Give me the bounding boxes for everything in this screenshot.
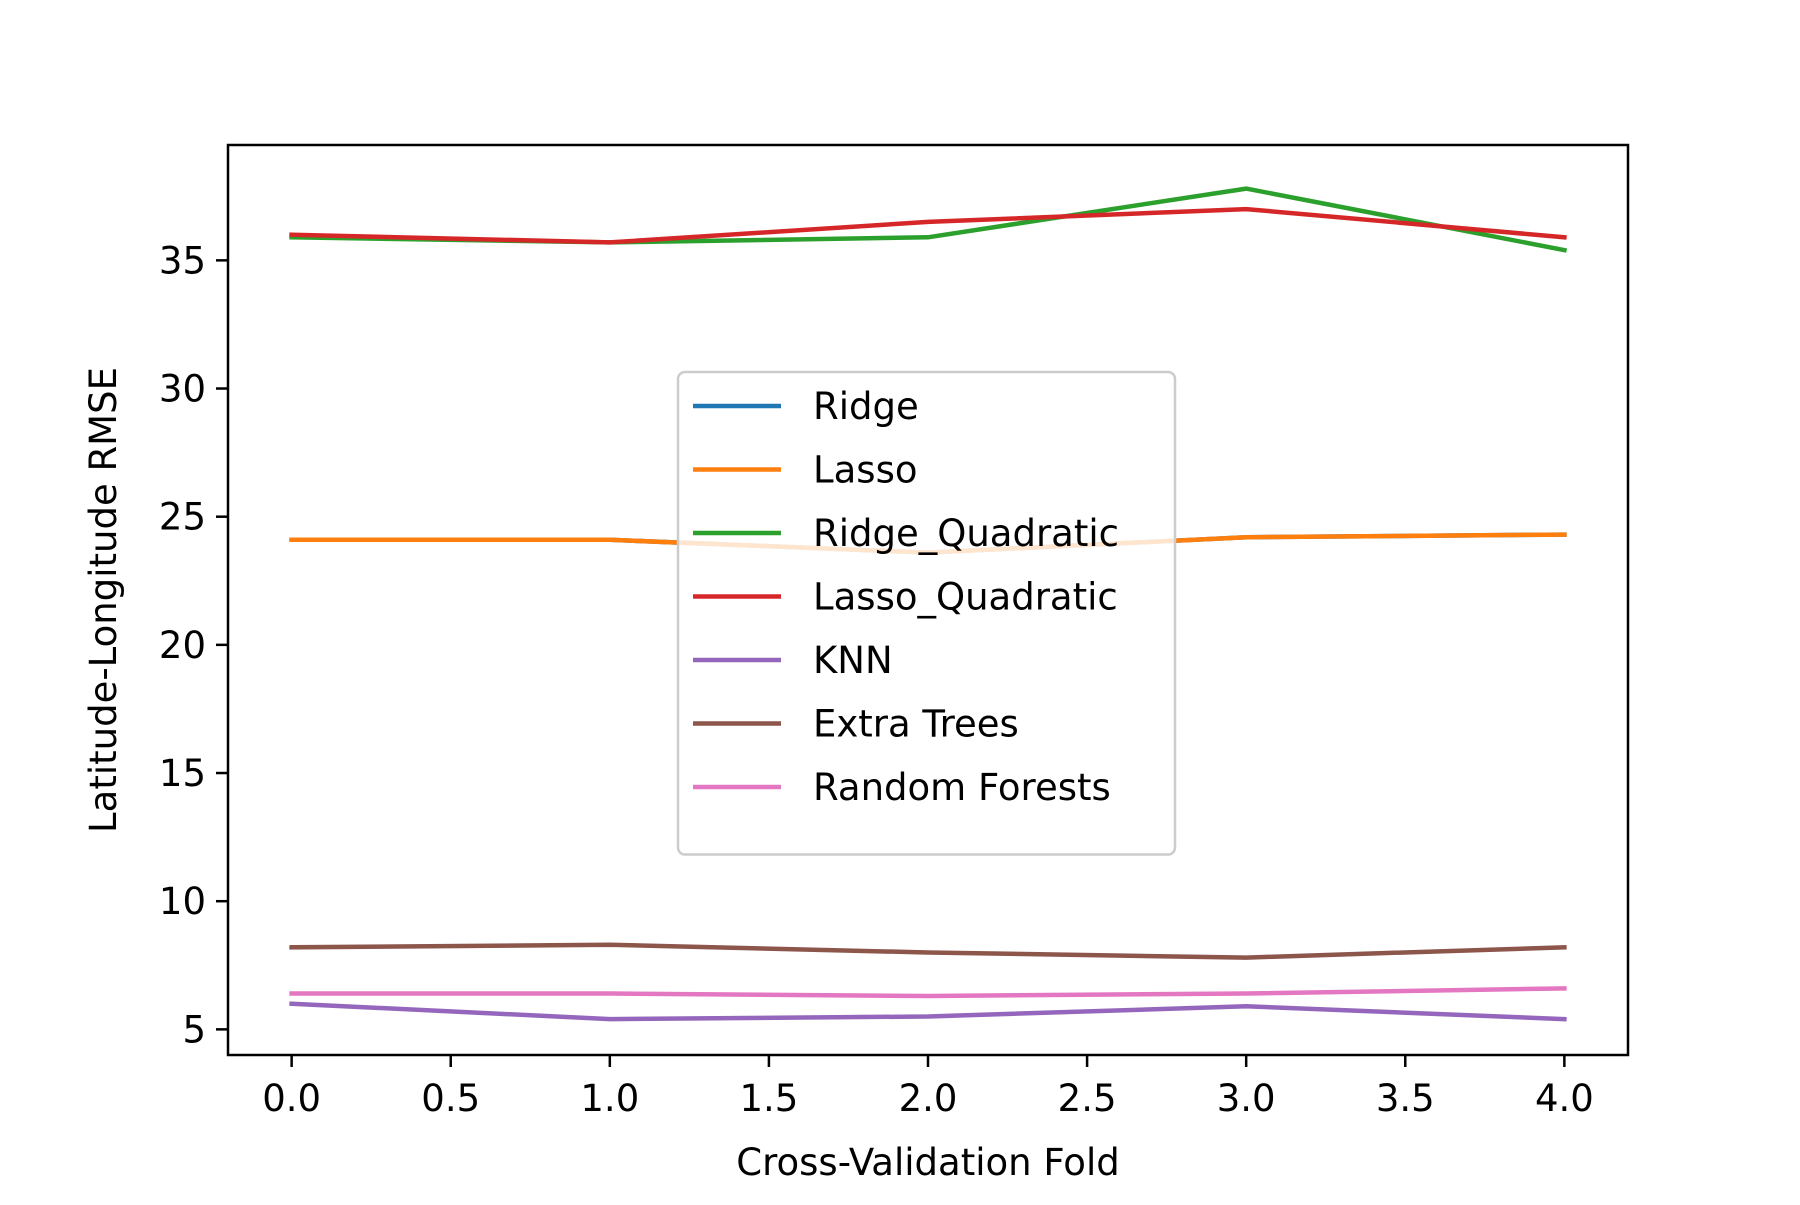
x-tick-label: 3.0	[1217, 1077, 1276, 1120]
series-line-extra-trees	[289, 942, 1567, 960]
x-tick-label: 2.5	[1058, 1077, 1117, 1120]
legend-label-ridge: Ridge	[813, 385, 919, 428]
y-axis-label: Latitude-Longitude RMSE	[82, 367, 125, 833]
x-tick-label: 0.5	[421, 1077, 480, 1120]
legend-label-random-forests: Random Forests	[813, 766, 1111, 809]
y-tick-label: 15	[159, 752, 206, 795]
series-line-lasso-quadratic	[289, 206, 1567, 245]
legend-label-extra-trees: Extra Trees	[813, 703, 1019, 746]
x-tick-label: 2.0	[899, 1077, 958, 1120]
y-axis-ticks: 5 10 15 20 25 30 35	[159, 239, 228, 1051]
x-tick-label: 1.0	[580, 1077, 639, 1120]
y-tick-label: 10	[159, 880, 206, 923]
x-tick-label: 1.5	[739, 1077, 798, 1120]
legend: Ridge Lasso Ridge_Quadratic Lasso_Quadratic…	[676, 370, 1177, 856]
legend-label-knn: KNN	[813, 639, 893, 682]
x-tick-label: 3.5	[1376, 1077, 1435, 1120]
series-line-knn	[289, 1001, 1567, 1022]
legend-label-lasso-quadratic: Lasso_Quadratic	[813, 576, 1118, 619]
x-axis-ticks: 0.0 0.5 1.0 1.5 2.0 2.5 3.0 3.5 4.0	[262, 1055, 1594, 1120]
x-tick-label: 0.0	[262, 1077, 321, 1120]
y-tick-label: 35	[159, 239, 206, 282]
legend-label-ridge-quadratic: Ridge_Quadratic	[813, 512, 1119, 555]
legend-label-lasso: Lasso	[813, 449, 917, 492]
y-tick-label: 30	[159, 368, 206, 411]
y-tick-label: 20	[159, 624, 206, 667]
y-tick-label: 5	[182, 1008, 206, 1051]
series-line-random-forests	[289, 986, 1567, 999]
x-axis-label: Cross-Validation Fold	[736, 1141, 1119, 1184]
legend-box	[676, 370, 1177, 856]
x-tick-label: 4.0	[1535, 1077, 1594, 1120]
y-tick-label: 25	[159, 496, 206, 539]
